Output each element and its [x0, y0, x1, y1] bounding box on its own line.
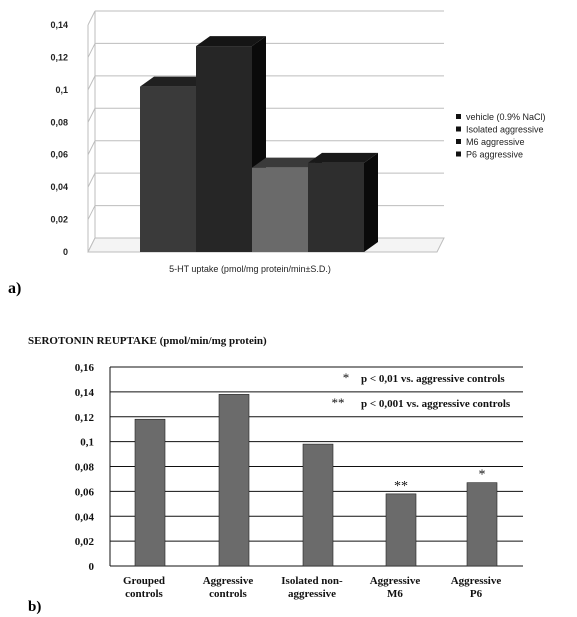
annotation-text: p < 0,01 vs. aggressive controls — [361, 373, 505, 385]
y-tick-label: 0,12 — [50, 52, 68, 62]
annotation-text: p < 0,001 vs. aggressive controls — [361, 398, 511, 410]
bar-top — [196, 36, 266, 47]
side-gridline — [87, 140, 96, 155]
bar-side — [364, 152, 378, 252]
panel-b-label: b) — [28, 599, 41, 615]
bar-top — [140, 76, 210, 87]
side-gridline — [87, 172, 96, 188]
category-label: M6 — [387, 588, 403, 600]
bar-top — [252, 157, 322, 168]
category-label: P6 — [470, 588, 483, 600]
y-tick-label: 0,1 — [80, 437, 94, 449]
x-axis-label: 5-HT uptake (pmol/mg protein/min±S.D.) — [169, 264, 331, 274]
bar — [466, 482, 498, 567]
legend-swatch — [456, 114, 461, 119]
side-gridline — [87, 205, 96, 220]
bar — [308, 162, 364, 252]
category-label: Aggressive — [370, 575, 421, 587]
legend-entry: M6 aggressive — [466, 137, 525, 147]
bar — [385, 493, 417, 567]
side-gridline — [87, 75, 96, 91]
legend-entry: Isolated aggressive — [466, 125, 544, 135]
annotation-symbol: * — [343, 370, 350, 385]
y-tick-label: 0,08 — [75, 462, 95, 474]
bar — [302, 443, 334, 567]
category-label: controls — [209, 588, 247, 600]
category-label: Aggressive — [451, 575, 502, 587]
side-gridline — [87, 43, 96, 58]
category-label: Isolated non- — [281, 575, 343, 587]
panel-a-label: a) — [8, 280, 21, 297]
y-tick-label: 0,06 — [75, 486, 95, 498]
side-gridline — [87, 108, 96, 123]
annotation-symbol: ** — [332, 395, 345, 410]
side-gridline — [87, 10, 96, 26]
y-tick-label: 0,02 — [75, 536, 95, 548]
legend-entry: P6 aggressive — [466, 150, 523, 160]
bar — [134, 418, 166, 567]
y-tick-label: 0,1 — [55, 85, 68, 95]
category-label: Grouped — [123, 575, 165, 587]
y-tick-label: 0 — [63, 247, 68, 257]
y-tick-label: 0,12 — [75, 412, 95, 424]
y-tick-label: 0,14 — [50, 20, 68, 30]
y-tick-label: 0,04 — [75, 511, 95, 523]
legend-swatch — [456, 151, 461, 157]
bar — [218, 394, 250, 567]
category-label: controls — [125, 588, 163, 600]
legend-swatch — [456, 126, 461, 132]
panel-a-chart: 0 0,02 0,04 0,06 0,08 0,1 0,12 0,14 5-HT uptake … — [50, 10, 546, 274]
legend-entry: vehicle (0.9% NaCl) — [466, 112, 546, 122]
bar — [252, 167, 308, 252]
significance-marker: ** — [394, 479, 408, 494]
category-label: Aggressive — [203, 575, 254, 587]
chart-title: SEROTONIN REUPTAKE (pmol/min/mg protein) — [28, 335, 267, 347]
y-tick-label: 0 — [89, 561, 95, 573]
y-tick-label: 0,16 — [75, 362, 95, 374]
category-label: aggressive — [288, 588, 336, 600]
significance-marker: * — [479, 468, 486, 483]
y-tick-label: 0,14 — [75, 387, 95, 399]
bar-top — [308, 152, 378, 163]
y-tick-label: 0,04 — [50, 182, 68, 192]
y-tick-label: 0,06 — [50, 150, 68, 160]
y-tick-label: 0,08 — [50, 117, 68, 127]
bar — [196, 46, 252, 253]
bar — [140, 86, 196, 252]
legend-swatch — [456, 139, 461, 144]
y-tick-label: 0,02 — [50, 215, 68, 225]
panel-b-chart: SEROTONIN REUPTAKE (pmol/min/mg protein)… — [28, 335, 523, 600]
